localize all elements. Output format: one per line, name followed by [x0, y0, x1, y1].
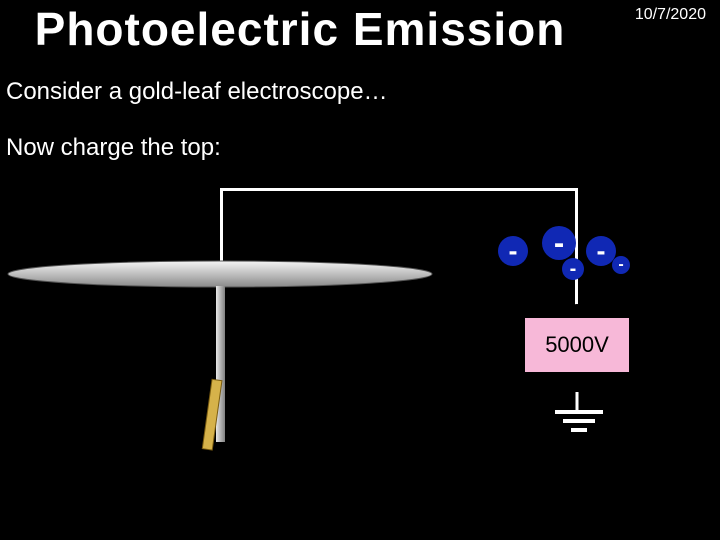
voltage-label: 5000V	[545, 332, 609, 358]
electroscope	[0, 170, 460, 490]
negative-charge: -	[542, 226, 576, 260]
negative-charge: -	[498, 236, 528, 266]
positive-terminal	[570, 378, 584, 392]
negative-charge: -	[612, 256, 630, 274]
positive-label: +	[590, 374, 601, 395]
slide-date: 10/7/2020	[635, 6, 706, 24]
page-title: Photoelectric Emission	[0, 2, 600, 56]
diagram-area: 5000V + -----	[0, 170, 720, 540]
negative-charge: -	[562, 258, 584, 280]
electroscope-stem	[216, 286, 225, 442]
wire-source-up	[575, 188, 578, 308]
intro-line-1: Consider a gold-leaf electroscope…	[6, 78, 388, 106]
ground-symbol	[577, 406, 637, 466]
intro-line-2: Now charge the top:	[6, 134, 221, 162]
voltage-source-box: 5000V	[523, 316, 631, 374]
electroscope-plate	[8, 261, 432, 287]
